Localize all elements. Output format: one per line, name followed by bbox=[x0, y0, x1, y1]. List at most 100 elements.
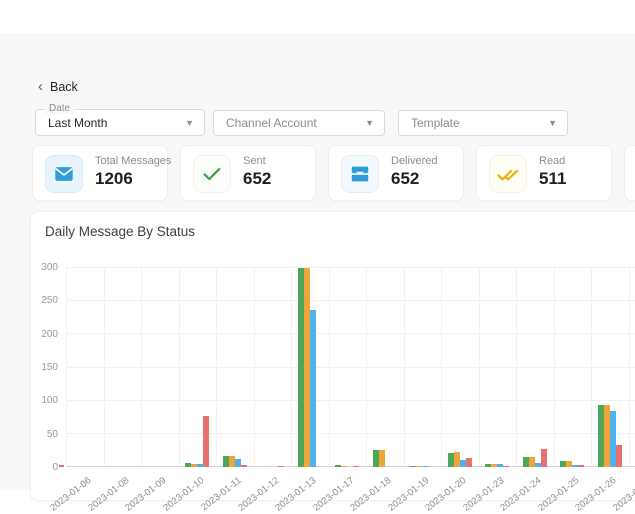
gridline bbox=[328, 267, 330, 467]
y-axis-tick-label: 150 bbox=[41, 362, 58, 373]
bar-series-red-2023-01-12 bbox=[278, 465, 285, 467]
stat-text: Delivered 652 bbox=[391, 155, 437, 189]
x-axis-tick-label: 2023-01-19 bbox=[385, 475, 432, 514]
bar-series-yellow-2023-01-19 bbox=[416, 465, 423, 467]
stat-label: Read bbox=[539, 155, 566, 167]
bar-series-green-2023-01-24 bbox=[522, 457, 529, 467]
daily-message-chart-card: Daily Message By Status 0 50 100 150 200 250 3… bbox=[30, 211, 635, 514]
x-axis-tick-label: 2023-01-08 bbox=[85, 475, 132, 514]
date-filter-label: Date bbox=[45, 103, 75, 114]
bar-series-blue-2023-01-19 bbox=[422, 465, 429, 467]
stat-card-sent: Sent 652 bbox=[180, 145, 316, 201]
bar-series-yellow-2023-01-23 bbox=[491, 463, 498, 467]
gridline bbox=[441, 267, 442, 467]
stats-row: Total Messages 1206 Sent 652 Delivered 652 Rea… bbox=[0, 145, 635, 201]
gridline bbox=[366, 267, 367, 467]
double-check-icon bbox=[489, 155, 527, 193]
envelope-icon bbox=[45, 155, 83, 193]
x-axis-tick-label: 2023-01-23 bbox=[460, 475, 507, 514]
stat-card-partial bbox=[624, 145, 635, 201]
bar-series-green-2023-01-13 bbox=[297, 268, 304, 467]
bar-series-yellow-2023-01-11 bbox=[228, 456, 235, 467]
bar-series-green-2023-01-10 bbox=[185, 463, 192, 467]
channel-account-placeholder: Channel Account bbox=[226, 116, 317, 130]
bar-series-yellow-2023-01-26 bbox=[603, 405, 610, 467]
stat-text: Read 511 bbox=[539, 155, 566, 189]
bar-series-green-2023-01-23 bbox=[485, 463, 492, 467]
gridline bbox=[103, 267, 105, 467]
bar-series-blue-2023-01-26 bbox=[609, 411, 616, 467]
bar-series-yellow-2023-01-10 bbox=[191, 463, 198, 467]
gridline bbox=[516, 267, 517, 467]
x-axis-tick-label: 2023-01-09 bbox=[123, 475, 169, 514]
x-axis-tick-label: 2023-01-11 bbox=[199, 475, 244, 514]
channel-account-select[interactable]: Channel Account ▼ bbox=[213, 110, 385, 136]
x-axis-tick-label: 2023-01-25 bbox=[535, 475, 582, 514]
gridline bbox=[216, 267, 217, 467]
chevron-left-icon: ‹ bbox=[38, 78, 43, 95]
bar-series-red-2023-01-25 bbox=[578, 465, 585, 467]
gridline bbox=[66, 366, 635, 368]
bar-series-yellow-2023-01-18 bbox=[378, 450, 385, 467]
gridline bbox=[403, 267, 405, 467]
bar-series-green-2023-01-26 bbox=[597, 405, 604, 467]
stat-value: 652 bbox=[391, 169, 420, 188]
bar-series-yellow-2023-01-24 bbox=[528, 457, 535, 467]
bar-clipped-left bbox=[59, 465, 64, 467]
x-axis-line bbox=[66, 466, 635, 467]
stat-label: Total Messages bbox=[95, 155, 172, 167]
gridline bbox=[628, 267, 630, 467]
bar-series-red-2023-01-26 bbox=[615, 445, 622, 467]
back-button[interactable]: ‹ Back bbox=[38, 78, 78, 95]
bar-series-blue-2023-01-25 bbox=[572, 465, 579, 467]
x-axis-tick-label: 2023-01-10 bbox=[160, 475, 207, 514]
x-axis-tick-label: 2023-01-12 bbox=[235, 475, 282, 514]
bar-series-green-2023-01-17 bbox=[335, 465, 342, 467]
check-icon bbox=[193, 155, 231, 193]
stat-card-delivered: Delivered 652 bbox=[328, 145, 464, 201]
stat-text: Total Messages 1206 bbox=[95, 155, 171, 189]
bar-series-yellow-2023-01-13 bbox=[303, 268, 310, 467]
x-axis-tick-label: 2023-01-06 bbox=[48, 475, 94, 514]
gridline bbox=[141, 267, 142, 467]
y-axis-tick-label: 300 bbox=[41, 262, 58, 273]
stat-card-total-messages: Total Messages 1206 bbox=[32, 145, 171, 201]
y-axis-tick-label: 200 bbox=[41, 328, 58, 340]
bar-series-green-2023-01-18 bbox=[372, 450, 379, 467]
y-axis-tick-label: 50 bbox=[46, 428, 58, 440]
gridline bbox=[66, 433, 635, 435]
bar-series-red-2023-01-10 bbox=[203, 416, 210, 467]
stat-value: 511 bbox=[539, 169, 567, 188]
bar-series-blue-2023-01-13 bbox=[309, 310, 316, 467]
x-axis-tick-label: 2023-01-20 bbox=[423, 475, 469, 514]
date-filter-select[interactable]: Date Last Month ▼ bbox=[35, 103, 205, 136]
gridline bbox=[253, 267, 255, 467]
date-filter-value: Last Month bbox=[48, 115, 108, 130]
bar-series-blue-2023-01-20 bbox=[459, 459, 466, 467]
chevron-down-icon: ▼ bbox=[185, 117, 194, 128]
bar-series-yellow-2023-01-17 bbox=[341, 465, 348, 467]
gridline bbox=[291, 267, 292, 467]
bar-series-blue-2023-01-24 bbox=[534, 463, 541, 467]
gridline bbox=[66, 267, 67, 467]
inbox-icon bbox=[341, 155, 379, 193]
stat-value: 652 bbox=[243, 169, 272, 188]
bar-series-blue-2023-01-11 bbox=[234, 459, 241, 467]
bar-series-green-2023-01-19 bbox=[410, 465, 417, 467]
bar-series-red-2023-01-20 bbox=[465, 458, 472, 467]
x-axis-tick-label: 2023-01-18 bbox=[348, 475, 394, 514]
bar-series-yellow-2023-01-25 bbox=[566, 461, 573, 467]
gridline bbox=[553, 267, 555, 467]
bar-series-green-2023-01-25 bbox=[560, 461, 567, 467]
gridline bbox=[591, 267, 592, 467]
bar-series-yellow-2023-01-20 bbox=[453, 452, 460, 467]
back-label: Back bbox=[50, 80, 78, 94]
stat-card-read: Read 511 bbox=[476, 145, 612, 201]
y-axis-tick-label: 250 bbox=[41, 295, 58, 307]
bar-series-red-2023-01-23 bbox=[503, 465, 510, 467]
daily-message-chart: 0 50 100 150 200 250 300 2023-01-06 2023-01-08 20… bbox=[41, 262, 635, 514]
y-axis-tick-label: 100 bbox=[41, 395, 58, 407]
template-select[interactable]: Template ▼ bbox=[398, 110, 568, 136]
gridline bbox=[66, 266, 635, 268]
stat-text: Sent 652 bbox=[243, 155, 271, 189]
